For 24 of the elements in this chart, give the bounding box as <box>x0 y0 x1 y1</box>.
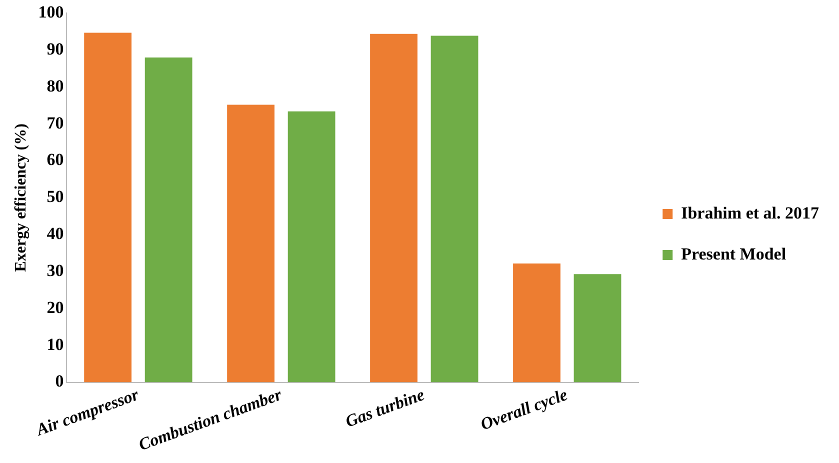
bar <box>144 57 192 382</box>
bar <box>288 111 336 382</box>
y-tick-label: 70 <box>46 113 64 132</box>
y-tick-label: 0 <box>55 372 64 391</box>
y-tick-label: 30 <box>46 260 64 280</box>
legend-label: Present Model <box>681 244 786 264</box>
y-tick-label: 100 <box>38 2 64 22</box>
y-tick-label: 50 <box>46 187 64 206</box>
bar <box>84 32 132 382</box>
y-tick-label: 40 <box>46 224 64 244</box>
x-tick-label: Gas turbine <box>342 384 428 432</box>
bar <box>227 104 274 382</box>
bar <box>574 274 622 382</box>
y-axis-title: Exergy efficiency (%) <box>12 124 30 272</box>
y-tick-label: 10 <box>46 334 64 354</box>
bar <box>513 263 560 382</box>
y-tick-label: 20 <box>46 298 64 317</box>
x-tick-label: Overall cycle <box>478 384 570 434</box>
legend-label: Ibrahim et al. 2017 <box>681 203 820 222</box>
bar <box>370 34 418 382</box>
y-tick-label: 90 <box>46 40 64 58</box>
y-tick-label: 80 <box>46 76 64 96</box>
bar <box>430 36 478 382</box>
y-tick-label: 60 <box>46 150 64 170</box>
